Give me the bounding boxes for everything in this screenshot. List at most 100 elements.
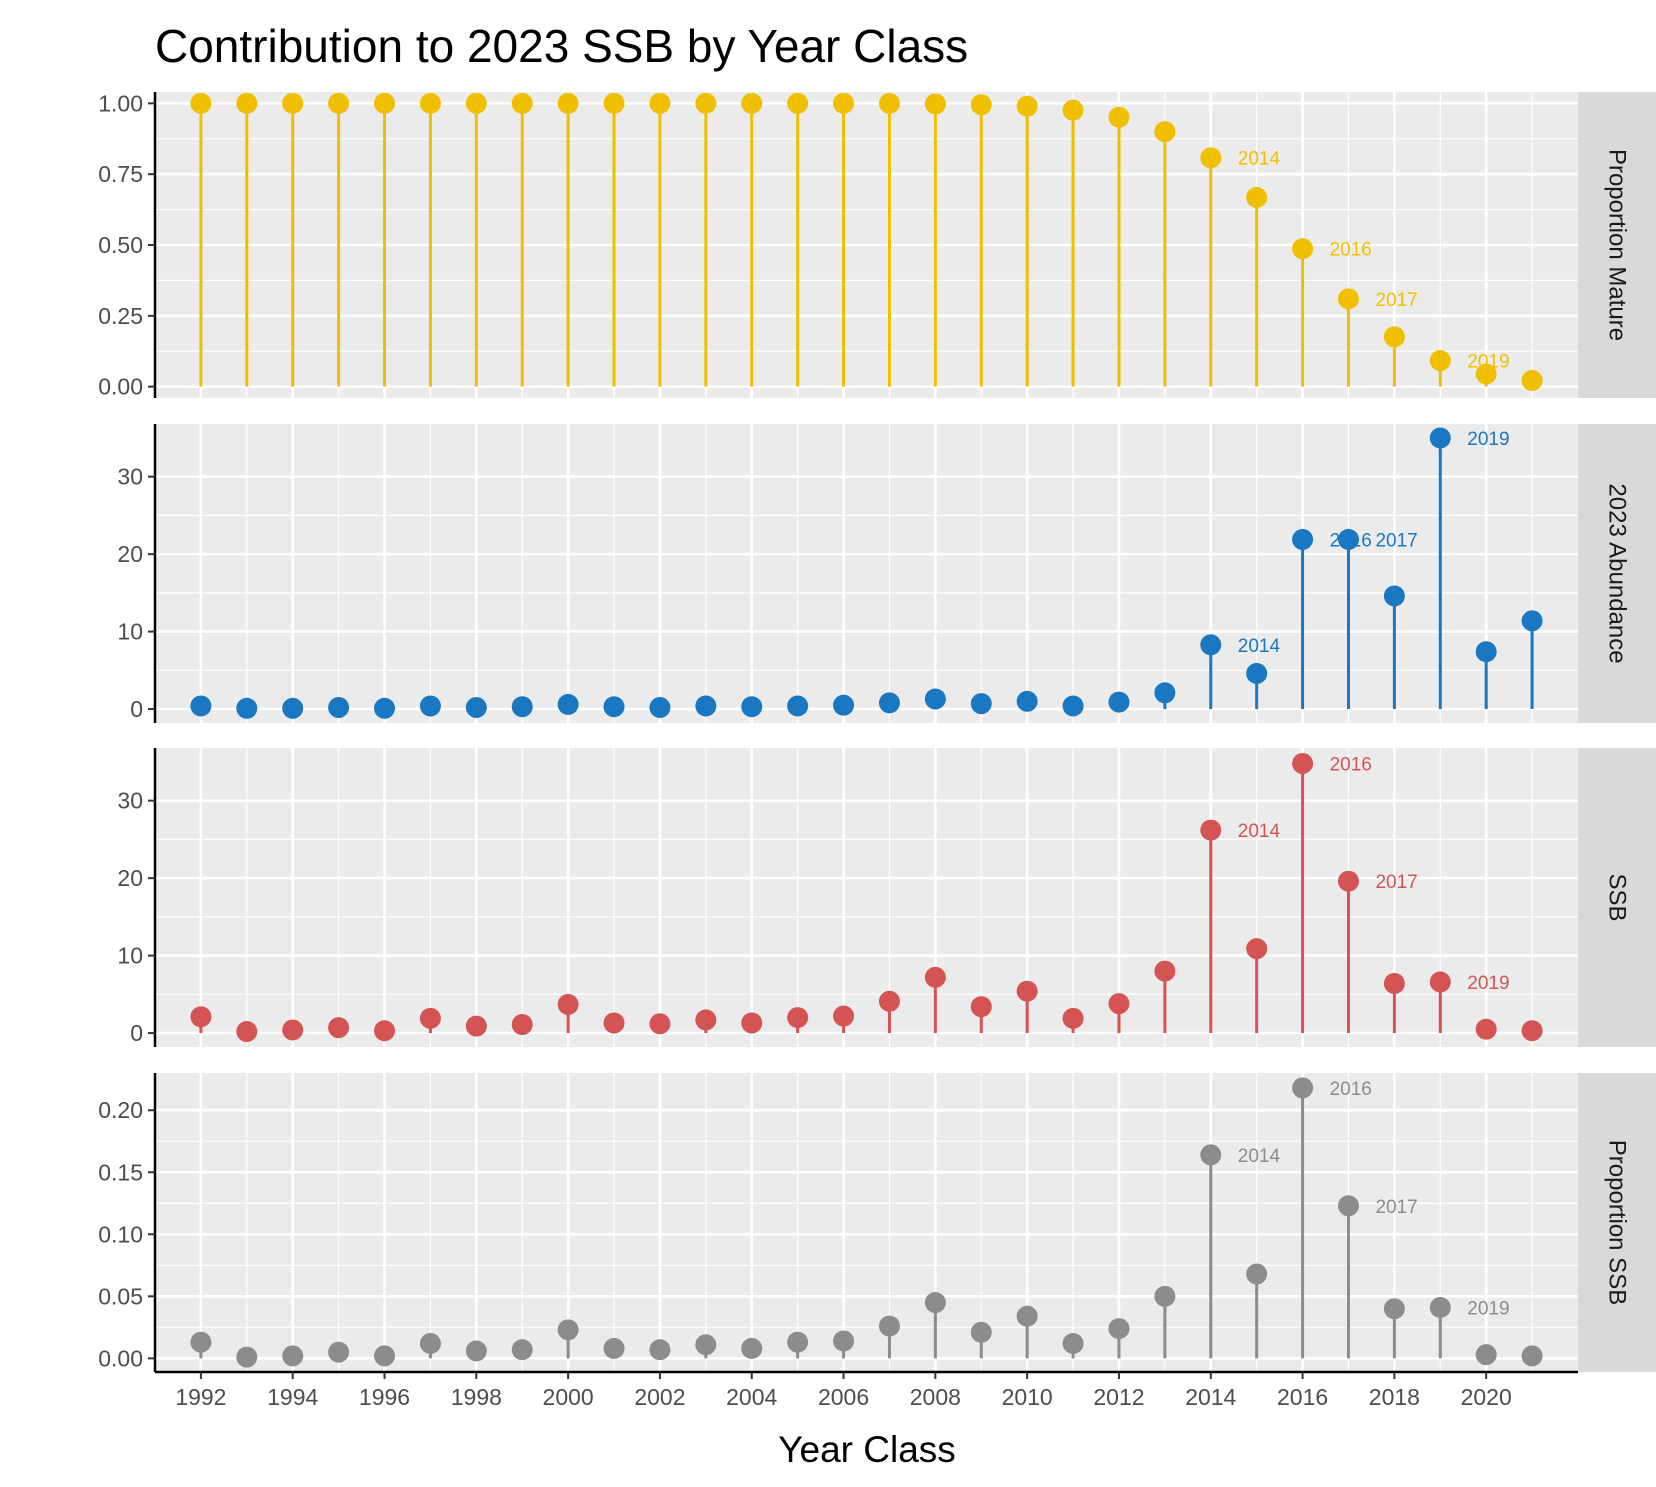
lollipop-point — [1062, 695, 1084, 717]
x-tick-label: 2016 — [1277, 1384, 1328, 1410]
lollipop-point — [878, 990, 900, 1012]
y-tick-label: 0.00 — [98, 374, 143, 400]
y-tick-label: 0.25 — [98, 303, 143, 329]
lollipop-point — [1292, 752, 1314, 774]
point-label: 2017 — [1375, 1197, 1417, 1218]
lollipop-point — [1062, 1332, 1084, 1354]
lollipop-point — [1292, 1077, 1314, 1099]
x-axis-title: Year Class — [778, 1429, 956, 1470]
panel-background — [155, 1073, 1578, 1372]
point-label: 2019 — [1467, 1298, 1509, 1319]
lollipop-point — [1521, 369, 1543, 391]
lollipop-point — [374, 1345, 396, 1367]
x-tick-label: 2010 — [1002, 1384, 1053, 1410]
panel-proportion-ssb: 0.00 0.05 0.10 0.15 0.20 Proportion SSB 2014 20… — [98, 1073, 1656, 1372]
lollipop-point — [1337, 1195, 1359, 1217]
lollipop-point — [1521, 1345, 1543, 1367]
lollipop-point — [1246, 186, 1268, 208]
lollipop-point — [282, 92, 304, 114]
point-label: 2016 — [1330, 530, 1372, 551]
facet-strip-label: SSB — [1604, 873, 1631, 921]
facet-strip-label: Proportion Mature — [1604, 149, 1631, 341]
lollipop-point — [374, 697, 396, 719]
panel-background — [155, 748, 1578, 1047]
lollipop-point — [1383, 585, 1405, 607]
point-label: 2017 — [1375, 872, 1417, 893]
y-tick-label: 0.50 — [98, 232, 143, 258]
lollipop-point — [833, 92, 855, 114]
facet-strip-label: Proportion SSB — [1604, 1140, 1631, 1305]
lollipop-point — [374, 92, 396, 114]
lollipop-point — [1016, 1305, 1038, 1327]
lollipop-point — [465, 1340, 487, 1362]
y-tick-label: 0.05 — [98, 1283, 143, 1309]
lollipop-point — [1475, 1018, 1497, 1040]
y-tick-label: 10 — [117, 943, 143, 969]
x-tick-label: 2012 — [1093, 1384, 1144, 1410]
lollipop-point — [282, 1345, 304, 1367]
point-label: 2019 — [1467, 352, 1509, 373]
lollipop-point — [649, 1013, 671, 1035]
lollipop-point — [1108, 993, 1130, 1015]
lollipop-point — [1154, 682, 1176, 704]
lollipop-point — [695, 695, 717, 717]
lollipop-point — [1200, 147, 1222, 169]
lollipop-point — [787, 92, 809, 114]
x-tick-label: 1998 — [451, 1384, 502, 1410]
lollipop-point — [1108, 1318, 1130, 1340]
panel-proportion-mature: 0.00 0.25 0.50 0.75 1.00 Proportion Mature 201… — [98, 90, 1656, 400]
lollipop-point — [1016, 980, 1038, 1002]
lollipop-point — [1200, 1144, 1222, 1166]
lollipop-point — [190, 1006, 212, 1028]
y-tick-label: 10 — [117, 619, 143, 645]
lollipop-point — [1200, 819, 1222, 841]
lollipop-point — [878, 692, 900, 714]
lollipop-point — [190, 1331, 212, 1353]
lollipop-point — [603, 92, 625, 114]
lollipop-point — [1292, 528, 1314, 550]
lollipop-point — [419, 92, 441, 114]
x-tick-label: 2000 — [543, 1384, 594, 1410]
lollipop-point — [1383, 972, 1405, 994]
lollipop-point — [970, 1321, 992, 1343]
lollipop-point — [236, 697, 258, 719]
lollipop-point — [1475, 1344, 1497, 1366]
facet-strip-label: 2023 Abundance — [1604, 483, 1631, 663]
lollipop-point — [236, 1346, 258, 1368]
lollipop-point — [282, 1019, 304, 1041]
lollipop-point — [511, 92, 533, 114]
point-label: 2014 — [1238, 636, 1281, 657]
lollipop-point — [1062, 1007, 1084, 1029]
lollipop-point — [924, 966, 946, 988]
point-label: 2017 — [1375, 530, 1417, 551]
x-tick-label: 1996 — [359, 1384, 410, 1410]
x-axis: 1992 1994 1996 1998 2000 2002 2004 2006 2008 2010… — [155, 1370, 1578, 1410]
lollipop-point — [924, 1292, 946, 1314]
y-tick-label: 20 — [117, 541, 143, 567]
point-label: 2017 — [1375, 290, 1417, 311]
point-label: 2016 — [1330, 1079, 1372, 1100]
panel-background — [155, 424, 1578, 723]
lollipop-point — [1429, 350, 1451, 372]
point-label: 2019 — [1467, 973, 1509, 994]
y-tick-label: 0.75 — [98, 161, 143, 187]
y-tick-label: 0.15 — [98, 1159, 143, 1185]
lollipop-point — [970, 94, 992, 116]
x-tick-label: 2002 — [634, 1384, 685, 1410]
lollipop-point — [236, 92, 258, 114]
lollipop-point — [787, 1331, 809, 1353]
y-tick-label: 1.00 — [98, 90, 143, 116]
lollipop-point — [924, 93, 946, 115]
lollipop-point — [190, 695, 212, 717]
lollipop-point — [695, 92, 717, 114]
y-tick-label: 0 — [130, 1020, 143, 1046]
chart-title: Contribution to 2023 SSB by Year Class — [155, 20, 968, 72]
x-tick-label: 2018 — [1369, 1384, 1420, 1410]
lollipop-point — [374, 1020, 396, 1042]
lollipop-point — [970, 693, 992, 715]
lollipop-point — [236, 1021, 258, 1043]
lollipop-point — [603, 696, 625, 718]
lollipop-point — [1246, 1263, 1268, 1285]
